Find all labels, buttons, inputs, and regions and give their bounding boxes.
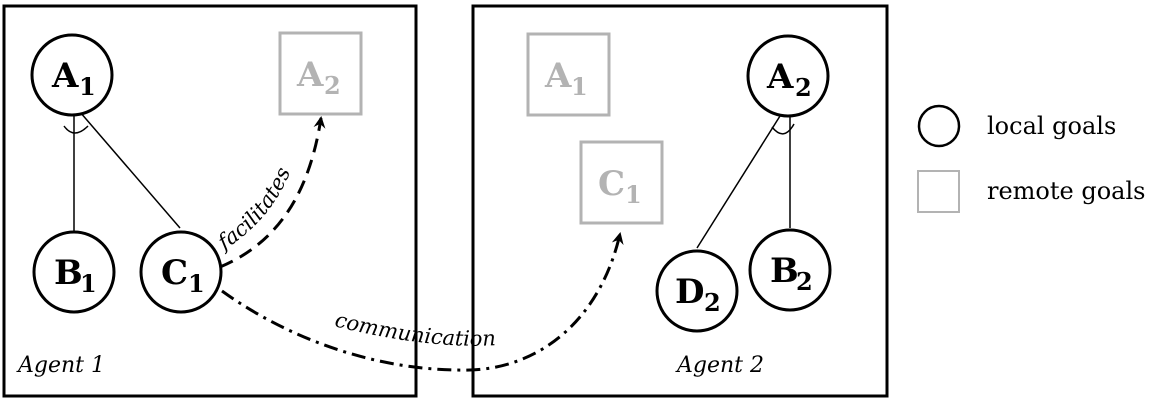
agent-1-box — [2, 4, 418, 398]
legend-local-icon — [917, 104, 961, 148]
legend-remote-icon — [917, 170, 960, 213]
svg-text:D: D — [675, 272, 704, 312]
remote-goal-a1: A 1 — [526, 32, 611, 117]
edge-a1-c1 — [79, 111, 181, 229]
agent-2-label: Agent 2 — [675, 353, 764, 378]
remote-goal-c1: C 1 — [579, 140, 664, 225]
goal-node-c1: C 1 — [139, 230, 223, 314]
agent-2-box — [471, 4, 889, 398]
svg-text:1: 1 — [571, 72, 588, 101]
svg-text:1: 1 — [79, 72, 96, 101]
facilitates-arrow — [219, 116, 326, 269]
svg-text:1: 1 — [188, 269, 205, 298]
goal-node-b2: B 2 — [748, 228, 832, 312]
edge-a2-d2 — [696, 115, 781, 249]
svg-text:A: A — [296, 55, 324, 95]
svg-text:2: 2 — [324, 71, 341, 100]
agent-1-label: Agent 1 — [16, 353, 105, 378]
svg-text:A: A — [544, 56, 572, 96]
svg-text:C: C — [598, 164, 625, 204]
legend: local goals remote goals — [917, 104, 1145, 213]
svg-text:2: 2 — [796, 267, 813, 296]
svg-text:C: C — [161, 253, 188, 293]
svg-text:1: 1 — [80, 269, 97, 298]
svg-text:2: 2 — [795, 73, 812, 102]
goal-node-a1: A 1 — [30, 33, 114, 117]
goal-node-a2: A 2 — [746, 34, 830, 118]
svg-text:B: B — [770, 251, 799, 291]
legend-local-label: local goals — [987, 112, 1116, 140]
svg-text:A: A — [766, 57, 794, 97]
legend-remote-label: remote goals — [987, 177, 1145, 205]
facilitates-label: facilitates — [212, 163, 295, 255]
goal-node-b1: B 1 — [32, 230, 116, 314]
svg-text:2: 2 — [704, 288, 721, 317]
goal-node-d2: D 2 — [655, 249, 739, 333]
and-arc-a1 — [63, 125, 89, 134]
and-arc-a2 — [771, 123, 795, 135]
communication-arrow — [221, 232, 624, 372]
svg-text:A: A — [51, 56, 79, 96]
svg-text:1: 1 — [625, 180, 642, 209]
remote-goal-a2: A 2 — [278, 31, 363, 116]
svg-text:B: B — [54, 253, 83, 293]
